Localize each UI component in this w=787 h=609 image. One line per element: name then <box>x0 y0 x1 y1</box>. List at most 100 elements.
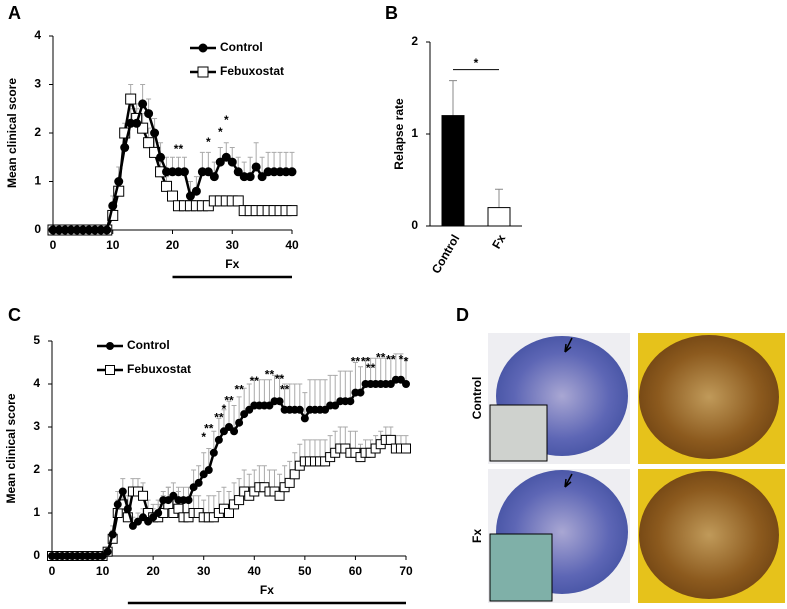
arrow <box>564 473 573 488</box>
error-bar <box>347 370 353 402</box>
panel-label: C <box>8 305 21 325</box>
legend-marker <box>106 342 114 350</box>
annotation: * <box>224 113 229 127</box>
annotation: * <box>206 135 211 149</box>
marker <box>274 490 285 501</box>
annotation: ** <box>265 368 275 382</box>
marker <box>257 172 267 182</box>
y-tick-label: 2 <box>411 34 418 48</box>
x-tick-label: 10 <box>106 238 120 252</box>
marker <box>203 167 213 177</box>
x-tick-label: 0 <box>50 238 57 252</box>
marker <box>113 500 122 509</box>
y-tick-label: 1 <box>411 126 418 140</box>
marker <box>286 205 298 217</box>
annotation: ** <box>234 383 244 397</box>
treatment-label: Fx <box>225 257 239 271</box>
y-tick-label: 3 <box>33 419 40 433</box>
x-tick-label: 40 <box>248 564 262 578</box>
marker <box>209 448 218 457</box>
error-bar <box>363 357 369 384</box>
x-tick-label: 50 <box>298 564 312 578</box>
marker <box>118 487 127 496</box>
panel-label: D <box>456 305 469 325</box>
error-bar <box>226 400 232 427</box>
row-label: Fx <box>470 529 484 543</box>
error-bar <box>282 383 288 410</box>
marker <box>137 122 149 134</box>
annotation: ** <box>174 142 184 156</box>
marker <box>154 509 163 517</box>
marker <box>185 191 195 201</box>
y-tick-label: 0 <box>411 218 418 232</box>
arrow <box>564 337 573 353</box>
marker <box>194 478 203 487</box>
marker <box>199 470 208 479</box>
marker <box>156 152 166 162</box>
error-bar <box>378 357 384 384</box>
marker <box>123 504 132 513</box>
marker <box>132 118 142 128</box>
legend-label: Febuxostat <box>127 362 191 376</box>
panel-label: A <box>8 3 21 23</box>
annotation: ** <box>214 411 224 425</box>
inset <box>489 533 553 602</box>
annotation: ** <box>275 372 285 386</box>
x-tick-label: 30 <box>226 238 240 252</box>
marker <box>191 186 201 196</box>
marker <box>125 93 137 105</box>
legend-label: Control <box>127 338 170 352</box>
annotation: * <box>201 430 206 444</box>
marker <box>173 503 184 514</box>
annotation: ** <box>386 353 396 367</box>
y-tick-label: 3 <box>34 77 41 91</box>
y-axis-label: Mean clinical score <box>4 393 18 503</box>
annotation: ** <box>366 361 376 375</box>
x-tick-label: 30 <box>197 564 211 578</box>
error-bar <box>312 379 318 410</box>
y-tick-label: 4 <box>33 376 40 390</box>
error-bar <box>388 357 394 384</box>
error-bar <box>383 357 389 384</box>
error-bar <box>368 357 374 384</box>
error-bar <box>327 374 333 406</box>
error-bar <box>352 362 358 393</box>
error-bar <box>357 366 363 393</box>
error-bar <box>292 383 298 410</box>
marker <box>287 167 297 177</box>
inset <box>489 404 548 462</box>
marker <box>251 162 261 172</box>
marker <box>385 434 396 445</box>
error-bar <box>495 188 503 208</box>
y-axis-label: Mean clinical score <box>5 78 19 188</box>
panel-d: D Control Fx <box>456 305 785 603</box>
y-tick-label: 1 <box>33 505 40 519</box>
marker <box>245 172 255 182</box>
y-tick-label: 4 <box>34 28 41 42</box>
marker <box>295 405 304 414</box>
marker <box>128 521 137 530</box>
marker <box>356 388 365 397</box>
error-bar <box>272 374 278 402</box>
marker <box>204 466 213 474</box>
marker <box>234 495 245 506</box>
x-tick-label: 60 <box>349 564 363 578</box>
marker <box>133 517 142 526</box>
annotation: ** <box>361 355 371 369</box>
error-bar <box>256 379 262 406</box>
error-bar <box>337 370 343 402</box>
marker <box>149 513 158 522</box>
marker <box>139 513 148 522</box>
legend-marker <box>197 66 209 78</box>
annotation: * <box>218 125 223 139</box>
legend-label: Febuxostat <box>220 64 284 78</box>
error-bar <box>261 379 267 406</box>
marker <box>289 469 300 480</box>
marker <box>161 180 173 192</box>
marker <box>386 380 395 388</box>
treatment-label: Fx <box>260 583 274 597</box>
legend-label: Control <box>220 40 263 54</box>
panel-label: B <box>385 3 398 23</box>
marker <box>235 418 244 427</box>
